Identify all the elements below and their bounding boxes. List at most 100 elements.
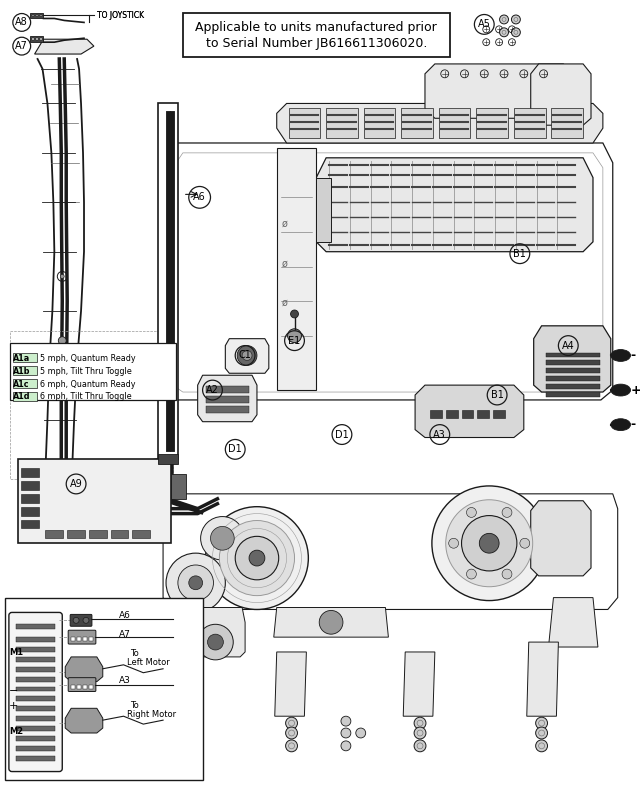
Bar	[205, 386, 249, 393]
Text: 6 mph, Tilt Thru Toggle: 6 mph, Tilt Thru Toggle	[40, 392, 131, 402]
Polygon shape	[35, 40, 94, 54]
Bar	[364, 108, 396, 138]
Bar	[13, 354, 36, 362]
Text: To: To	[131, 649, 140, 658]
Text: A5: A5	[478, 20, 491, 29]
Circle shape	[449, 539, 459, 548]
Bar	[401, 108, 433, 138]
Polygon shape	[275, 652, 307, 716]
Circle shape	[479, 533, 499, 553]
Circle shape	[166, 553, 225, 612]
Text: A3: A3	[118, 676, 131, 685]
Bar	[111, 531, 129, 539]
Text: -: -	[630, 349, 636, 362]
Text: D1: D1	[228, 445, 242, 454]
Bar	[477, 410, 489, 418]
Circle shape	[511, 15, 520, 24]
Bar	[16, 647, 55, 652]
Circle shape	[236, 536, 278, 580]
Text: A6: A6	[193, 192, 206, 202]
Bar	[545, 392, 600, 397]
Text: A1c: A1c	[13, 380, 29, 388]
FancyBboxPatch shape	[68, 678, 96, 691]
Bar	[83, 637, 87, 641]
Text: −: −	[9, 687, 19, 697]
Bar	[16, 696, 55, 702]
Text: A3: A3	[433, 430, 446, 440]
Circle shape	[207, 634, 223, 650]
Circle shape	[285, 727, 298, 739]
Bar	[10, 343, 176, 400]
Bar	[16, 667, 55, 672]
Bar	[13, 366, 36, 375]
Polygon shape	[425, 64, 573, 119]
Polygon shape	[225, 339, 269, 373]
Circle shape	[189, 576, 203, 590]
Polygon shape	[158, 454, 178, 464]
Text: A1b: A1b	[13, 367, 30, 376]
Text: Right Motor: Right Motor	[127, 710, 175, 719]
Circle shape	[291, 310, 298, 318]
Bar	[29, 13, 44, 18]
Circle shape	[237, 346, 257, 365]
Bar	[40, 38, 42, 40]
Circle shape	[511, 28, 520, 36]
Circle shape	[414, 727, 426, 739]
Text: To: To	[131, 701, 140, 710]
Bar	[16, 736, 55, 741]
Text: to Serial Number JB616611306020.: to Serial Number JB616611306020.	[205, 37, 427, 50]
Circle shape	[319, 611, 343, 634]
Bar	[439, 108, 470, 138]
Circle shape	[356, 728, 365, 738]
Bar	[20, 481, 38, 490]
Ellipse shape	[611, 350, 630, 361]
Circle shape	[60, 274, 64, 278]
Bar	[45, 531, 63, 539]
Text: -: -	[630, 418, 636, 431]
Bar	[16, 726, 55, 731]
Circle shape	[536, 717, 548, 729]
Bar	[77, 637, 81, 641]
Text: A1a: A1a	[13, 354, 30, 363]
Circle shape	[500, 28, 509, 36]
Polygon shape	[316, 177, 331, 242]
Bar	[16, 637, 55, 642]
Text: +: +	[630, 384, 640, 396]
Text: A6: A6	[118, 611, 131, 620]
Bar	[20, 494, 38, 503]
Text: Left Motor: Left Motor	[127, 658, 169, 668]
Bar	[16, 755, 55, 761]
Polygon shape	[276, 148, 316, 390]
Polygon shape	[158, 104, 178, 460]
Text: A1d: A1d	[13, 392, 30, 402]
Circle shape	[341, 716, 351, 726]
Bar	[545, 361, 600, 365]
Text: A9: A9	[70, 479, 83, 489]
Circle shape	[73, 617, 79, 623]
Bar	[205, 396, 249, 403]
Circle shape	[461, 516, 517, 571]
FancyBboxPatch shape	[68, 630, 96, 644]
Bar	[13, 379, 36, 388]
Circle shape	[178, 565, 214, 600]
Bar	[31, 38, 34, 40]
Circle shape	[502, 508, 512, 517]
Bar	[16, 657, 55, 662]
Text: 5 mph, Tilt Thru Toggle: 5 mph, Tilt Thru Toggle	[40, 367, 131, 376]
Bar	[326, 108, 358, 138]
Bar	[445, 410, 458, 418]
Bar	[20, 507, 38, 516]
Polygon shape	[531, 64, 591, 125]
Circle shape	[83, 617, 89, 623]
Polygon shape	[316, 158, 593, 252]
Circle shape	[467, 569, 476, 579]
Bar	[493, 410, 505, 418]
Circle shape	[285, 717, 298, 729]
Circle shape	[536, 740, 548, 751]
Text: D1: D1	[335, 430, 349, 440]
Circle shape	[432, 486, 547, 600]
Circle shape	[445, 500, 532, 587]
Polygon shape	[276, 104, 603, 143]
Bar	[205, 406, 249, 413]
Bar	[545, 353, 600, 358]
